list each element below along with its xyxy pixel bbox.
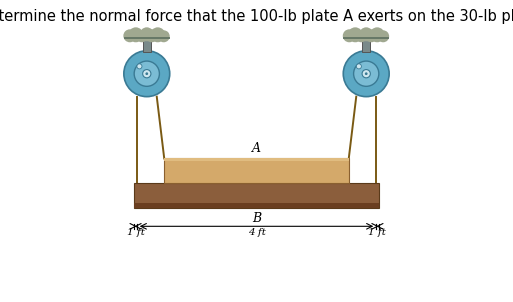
Text: A: A [252, 142, 261, 155]
Circle shape [343, 51, 389, 97]
Text: 4 ft: 4 ft [248, 228, 265, 237]
Circle shape [348, 27, 363, 42]
Circle shape [353, 61, 379, 86]
Circle shape [124, 51, 170, 97]
Bar [164, 159, 349, 183]
Circle shape [143, 69, 151, 78]
Text: B: B [252, 212, 261, 225]
Circle shape [357, 64, 361, 69]
Circle shape [365, 72, 368, 75]
Circle shape [150, 27, 165, 42]
Bar [134, 183, 379, 208]
Circle shape [123, 29, 136, 42]
Bar [134, 203, 379, 208]
Bar [143, 38, 151, 52]
Text: 1 ft: 1 ft [127, 228, 145, 237]
Circle shape [128, 27, 143, 42]
Circle shape [359, 27, 373, 41]
Circle shape [362, 69, 370, 78]
Circle shape [158, 30, 170, 42]
Bar [362, 38, 370, 52]
Circle shape [343, 29, 356, 42]
Circle shape [140, 27, 154, 41]
Circle shape [136, 30, 148, 42]
Circle shape [145, 72, 148, 75]
Circle shape [145, 29, 158, 42]
Circle shape [365, 29, 378, 42]
Circle shape [137, 64, 142, 69]
Circle shape [370, 27, 385, 42]
Bar [164, 159, 349, 162]
Circle shape [377, 30, 389, 42]
Text: 1 ft: 1 ft [368, 228, 386, 237]
Circle shape [134, 61, 160, 86]
Circle shape [355, 30, 367, 42]
Text: 4.  Determine the normal force that the 100-lb plate A exerts on the 30-lb plate: 4. Determine the normal force that the 1… [0, 9, 513, 24]
